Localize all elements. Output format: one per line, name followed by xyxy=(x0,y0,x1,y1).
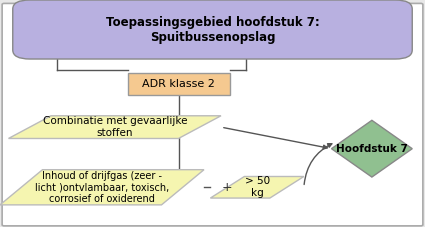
Text: > 50
kg: > 50 kg xyxy=(244,176,270,198)
FancyBboxPatch shape xyxy=(128,73,230,95)
Text: Inhoud of drijfgas (zeer -
licht )ontvlambaar, toxisch,
corrosief of oxiderend: Inhoud of drijfgas (zeer - licht )ontvla… xyxy=(35,171,169,204)
Text: Toepassingsgebied hoofdstuk 7:
Spuitbussenopslag: Toepassingsgebied hoofdstuk 7: Spuitbuss… xyxy=(106,15,319,44)
Polygon shape xyxy=(8,116,221,138)
Text: ADR klasse 2: ADR klasse 2 xyxy=(142,79,215,89)
FancyBboxPatch shape xyxy=(13,0,412,59)
Polygon shape xyxy=(210,177,304,198)
FancyBboxPatch shape xyxy=(2,3,423,226)
Text: Hoofdstuk 7: Hoofdstuk 7 xyxy=(336,144,408,154)
Text: Combinatie met gevaarlijke
stoffen: Combinatie met gevaarlijke stoffen xyxy=(42,116,187,138)
Text: +: + xyxy=(222,181,233,194)
Polygon shape xyxy=(0,170,204,205)
Polygon shape xyxy=(332,120,412,177)
